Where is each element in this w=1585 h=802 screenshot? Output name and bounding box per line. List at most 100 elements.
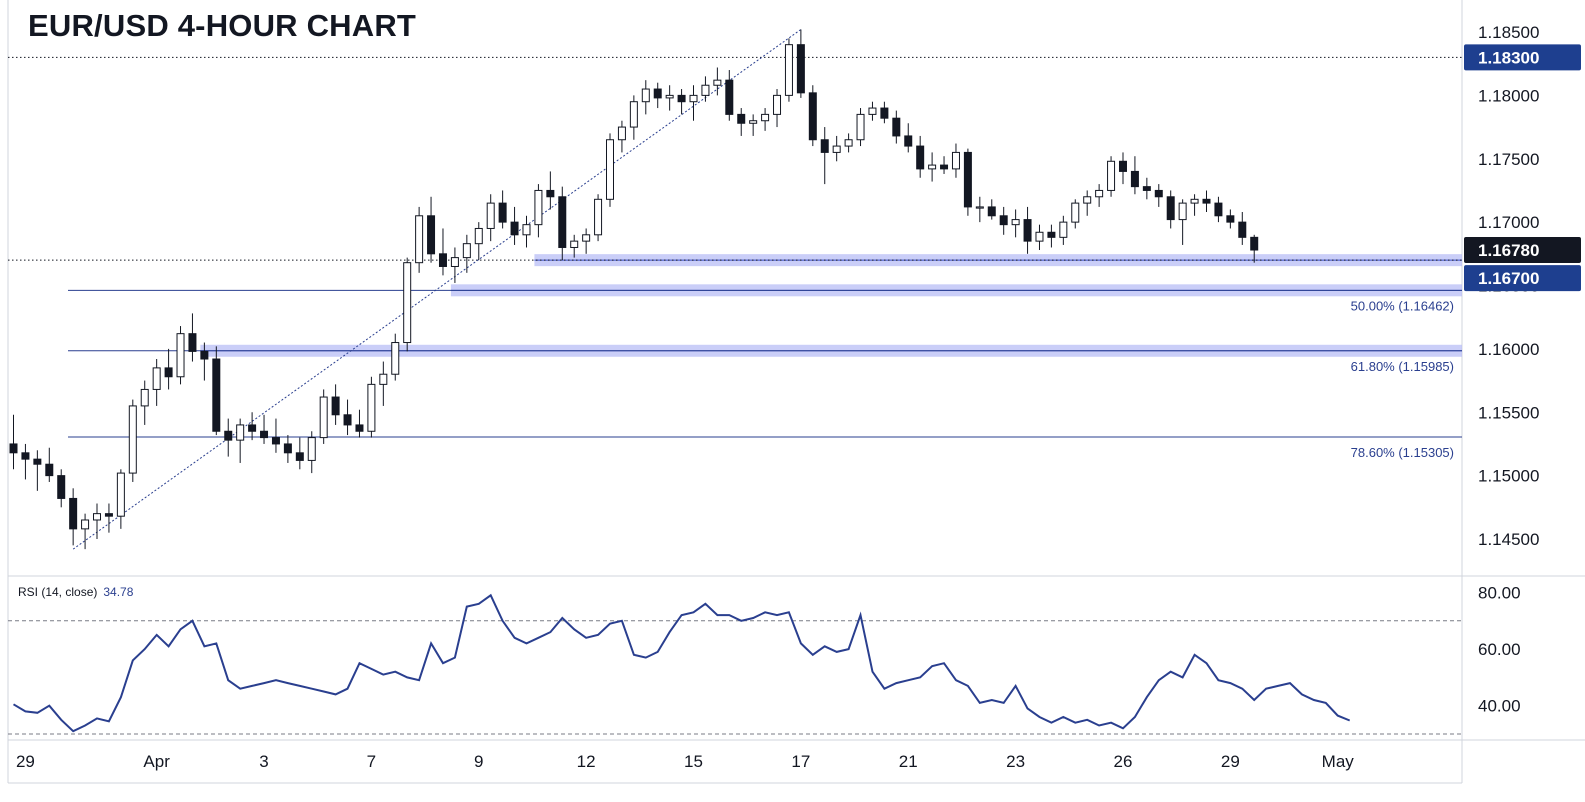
candle-up [844,139,853,147]
time-tick-label: 29 [1221,752,1240,771]
last-price-badge-text: 1.16780 [1478,241,1539,260]
candle-up [1083,196,1092,204]
candle-down [999,215,1008,226]
candle-up [403,262,412,344]
chart-title: EUR/USD 4-HOUR CHART [28,8,417,43]
candle-down [69,497,78,530]
time-tick-label: 17 [791,752,810,771]
fib-level-label: 50.00% (1.16462) [1351,298,1454,313]
candle-down [45,463,54,477]
candle-down [271,437,280,445]
time-tick-label: 7 [367,752,376,771]
candle-up [928,164,937,170]
candle-up [81,519,90,530]
candle-up [784,44,793,96]
candle-down [331,396,340,416]
time-tick-label: 23 [1006,752,1025,771]
candle-down [188,333,197,352]
candle-down [892,117,901,137]
price-tick-label: 1.18500 [1478,23,1539,42]
candle-up [1035,231,1044,242]
candle-down [558,196,567,248]
candle-up [1059,221,1068,238]
candle-down [1166,196,1175,221]
price-tick-label: 1.14500 [1478,530,1539,549]
candle-up [152,367,161,390]
candle-up [1095,189,1104,198]
candle-up [116,472,125,517]
support-price-badge-text: 1.16700 [1478,269,1539,288]
candle-down [343,414,352,426]
price-tick-label: 1.18000 [1478,86,1539,105]
time-tick-label: Apr [143,752,170,771]
time-tick-label: 12 [577,752,596,771]
candle-up [474,227,483,245]
candle-down [510,221,519,236]
candle-down [9,443,18,454]
candle-down [260,430,269,439]
candle-up [749,120,758,124]
candle-down [677,94,686,103]
rsi-tick-label: 60.00 [1478,640,1521,659]
last-price-badge [1464,237,1581,264]
candle-down [104,513,113,517]
candle-down [33,458,42,465]
candle-down [1154,189,1163,198]
candle-up [868,107,877,115]
candle-up [617,126,626,141]
candle-down [164,367,173,378]
price-tick-label: 1.15500 [1478,403,1539,422]
candle-down [1226,215,1235,223]
candle-up [582,234,591,242]
candle-down [1214,202,1223,217]
candle-up [93,513,102,521]
candle-up [367,383,376,432]
rsi-label-text: RSI (14, close) [18,585,98,599]
candle-down [940,164,949,170]
candle-up [1071,202,1080,223]
candle-down [904,135,913,147]
candle-up [713,79,722,86]
candle-up [176,333,185,378]
candle-up [773,94,782,115]
candle-down [1238,221,1247,238]
candle-down [987,206,996,217]
candle-down [1202,198,1211,204]
candle-down [796,44,805,94]
candle-up [1011,219,1020,226]
candle-up [665,94,674,99]
time-tick-label: 21 [899,752,918,771]
candle-down [737,113,746,124]
candle-up [641,88,650,103]
time-tick-label: 9 [474,752,483,771]
candle-down [1142,186,1151,191]
rsi-line [12,593,1351,733]
candle-down [295,452,304,461]
time-tick-label: May [1322,752,1355,771]
candle-down [820,139,829,153]
candle-up [951,151,960,170]
candle-up [462,243,471,259]
candle-down [200,350,209,360]
candle-up [856,113,865,141]
price-tick-label: 1.17000 [1478,213,1539,232]
candle-down [1250,236,1259,251]
candle-down [880,107,889,119]
candle-down [57,475,66,499]
candle-down [248,424,257,432]
candle-up [570,240,579,248]
candle-down [808,92,817,141]
candle-up [319,396,328,439]
candle-down [1023,219,1032,242]
time-tick-label: 29 [16,752,35,771]
candle-up [415,215,424,264]
rsi-value: 34.78 [103,585,134,599]
rsi-tick-label: 40.00 [1478,697,1521,716]
time-tick-label: 26 [1114,752,1133,771]
candle-up [629,101,638,128]
candle-down [438,253,447,267]
price-tick-label: 1.15000 [1478,467,1539,486]
high-price-badge-text: 1.18300 [1478,48,1539,67]
candle-up [307,437,316,461]
candle-up [1190,198,1199,204]
